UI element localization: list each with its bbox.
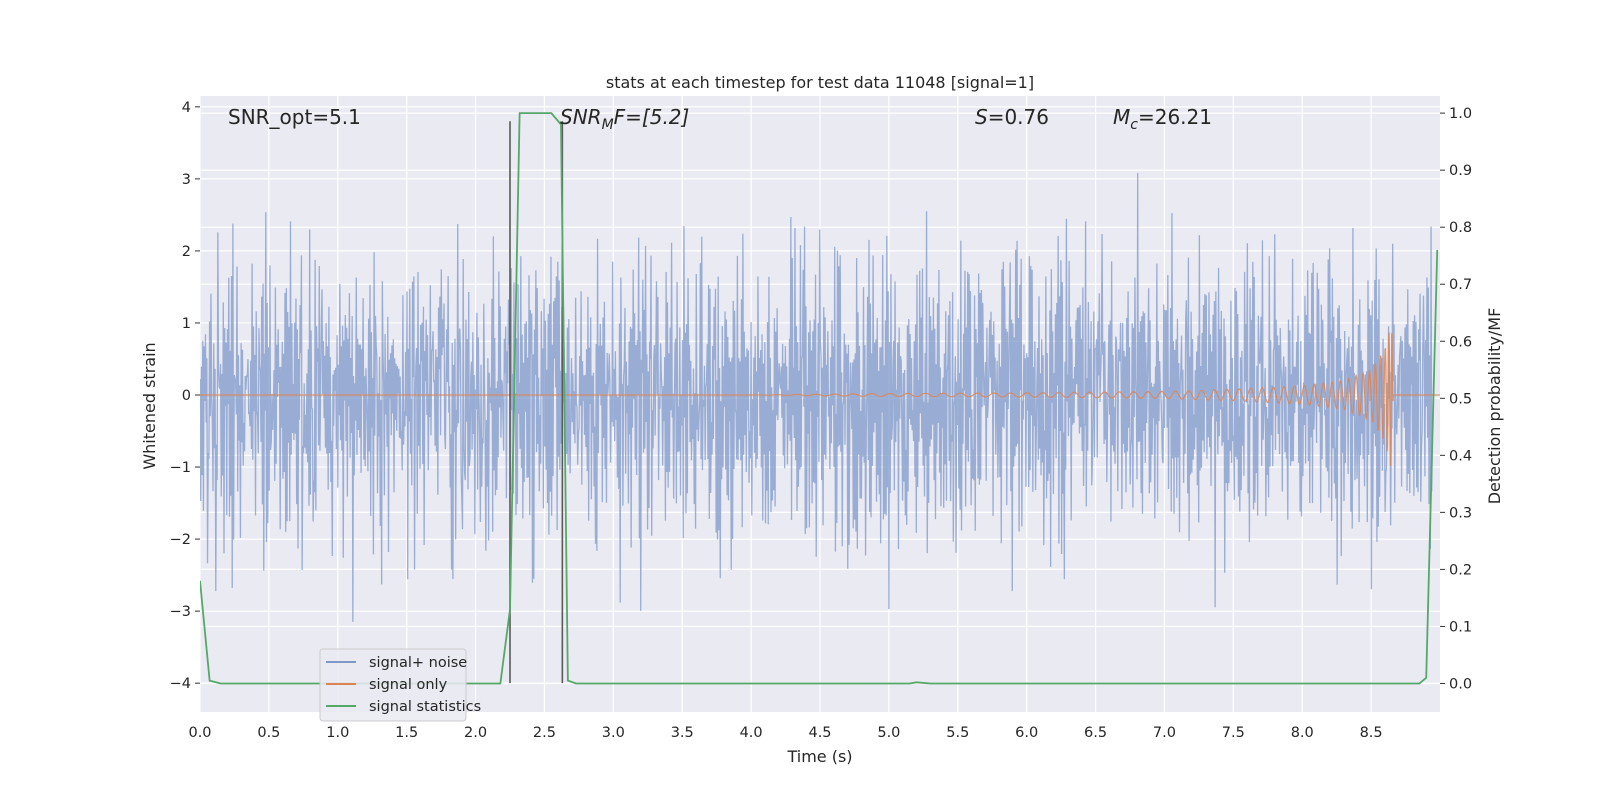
x-tick-label: 0.0	[188, 725, 211, 741]
grid	[199, 96, 1440, 712]
x-tick-label: 5.5	[946, 725, 969, 741]
y-left-tick-label: −3	[170, 604, 191, 620]
x-tick-label: 6.5	[1084, 725, 1107, 741]
annotation-snr-mf: SNRMF=[5.2]	[560, 105, 689, 133]
x-tick-label: 2.0	[464, 725, 487, 741]
y-right-axis-ticks: 0.0 0.1 0.2 0.3 0.4 0.5 0.6 0.7 0.8 0.9 1.0	[1440, 106, 1472, 692]
y-left-tick-label: 1	[182, 316, 191, 332]
legend-box	[319, 648, 467, 722]
x-tick-label: 7.5	[1222, 725, 1245, 741]
series-signal-noise	[200, 173, 1434, 622]
x-tick-label: 2.5	[533, 725, 556, 741]
x-tick-label: 1.5	[395, 725, 418, 741]
annotation-snr-mf-sub: M	[602, 117, 614, 133]
y-left-tick-label: −2	[170, 532, 191, 548]
signal-line	[200, 332, 1440, 466]
x-tick-label: 4.0	[740, 725, 763, 741]
y-right-tick-label: 0.8	[1449, 220, 1472, 236]
noise-line	[200, 173, 1434, 622]
series-signal-only	[200, 332, 1440, 466]
y-left-tick-label: −1	[170, 460, 191, 476]
y-left-tick-label: 2	[182, 244, 191, 260]
y-right-tick-label: 0.4	[1449, 448, 1472, 464]
y-right-tick-label: 0.6	[1449, 334, 1472, 350]
x-tick-label: 4.5	[808, 725, 831, 741]
y-left-tick-label: 0	[182, 388, 191, 404]
x-tick-label: 5.0	[877, 725, 900, 741]
y-left-axis-label: Whitened strain	[140, 342, 159, 469]
x-axis-ticks: 0.0 0.5 1.0 1.5 2.0 2.5 3.0 3.5 4.0 4.5 5.0 5.5 6.0 6…	[188, 725, 1382, 741]
x-tick-label: 8.5	[1360, 725, 1383, 741]
annotation-s-main: S	[975, 105, 988, 129]
x-tick-label: 8.0	[1291, 725, 1314, 741]
chart-title: stats at each timestep for test data 110…	[606, 73, 1034, 92]
legend-label-signal: signal only	[369, 677, 448, 693]
y-right-tick-label: 1.0	[1449, 106, 1472, 122]
annotation-mc-sub: c	[1130, 117, 1138, 133]
y-left-tick-label: 3	[182, 172, 191, 188]
x-tick-label: 1.0	[326, 725, 349, 741]
legend-label-noise: signal+ noise	[369, 655, 467, 671]
x-tick-label: 7.0	[1153, 725, 1176, 741]
annotation-mc-main: M	[1113, 105, 1130, 129]
y-right-tick-label: 0.0	[1449, 676, 1472, 692]
annotation-snr-opt: SNR_opt=5.1	[228, 105, 361, 129]
y-right-tick-label: 0.2	[1449, 562, 1472, 578]
annotation-mc: Mc=26.21	[1113, 105, 1212, 133]
x-tick-label: 6.0	[1015, 725, 1038, 741]
y-left-tick-label: −4	[170, 676, 191, 692]
y-left-axis-ticks: −4 −3 −2 −1 0 1 2 3 4	[170, 100, 200, 692]
legend-label-statistic: signal statistics	[369, 699, 481, 715]
annotation-s: S=0.76	[975, 105, 1049, 129]
x-tick-label: 3.5	[671, 725, 694, 741]
x-tick-label: 0.5	[257, 725, 280, 741]
y-right-tick-label: 0.7	[1449, 277, 1472, 293]
y-right-axis-label: Detection probability/MF	[1485, 308, 1504, 505]
x-axis-label: Time (s)	[786, 747, 852, 766]
x-tick-label: 3.0	[602, 725, 625, 741]
annotation-snr-mf-rest: F=[5.2]	[614, 105, 690, 129]
annotation-mc-rest: =26.21	[1138, 105, 1212, 129]
y-right-tick-label: 0.5	[1449, 391, 1472, 407]
annotation-snr-mf-main: SNR	[560, 105, 602, 129]
annotation-s-rest: =0.76	[988, 105, 1049, 129]
y-right-tick-label: 0.3	[1449, 505, 1472, 521]
y-right-tick-label: 0.9	[1449, 163, 1472, 179]
y-right-tick-label: 0.1	[1449, 619, 1472, 635]
legend: signal+ noise signal only signal statist…	[319, 648, 481, 722]
y-left-tick-label: 4	[182, 100, 191, 116]
